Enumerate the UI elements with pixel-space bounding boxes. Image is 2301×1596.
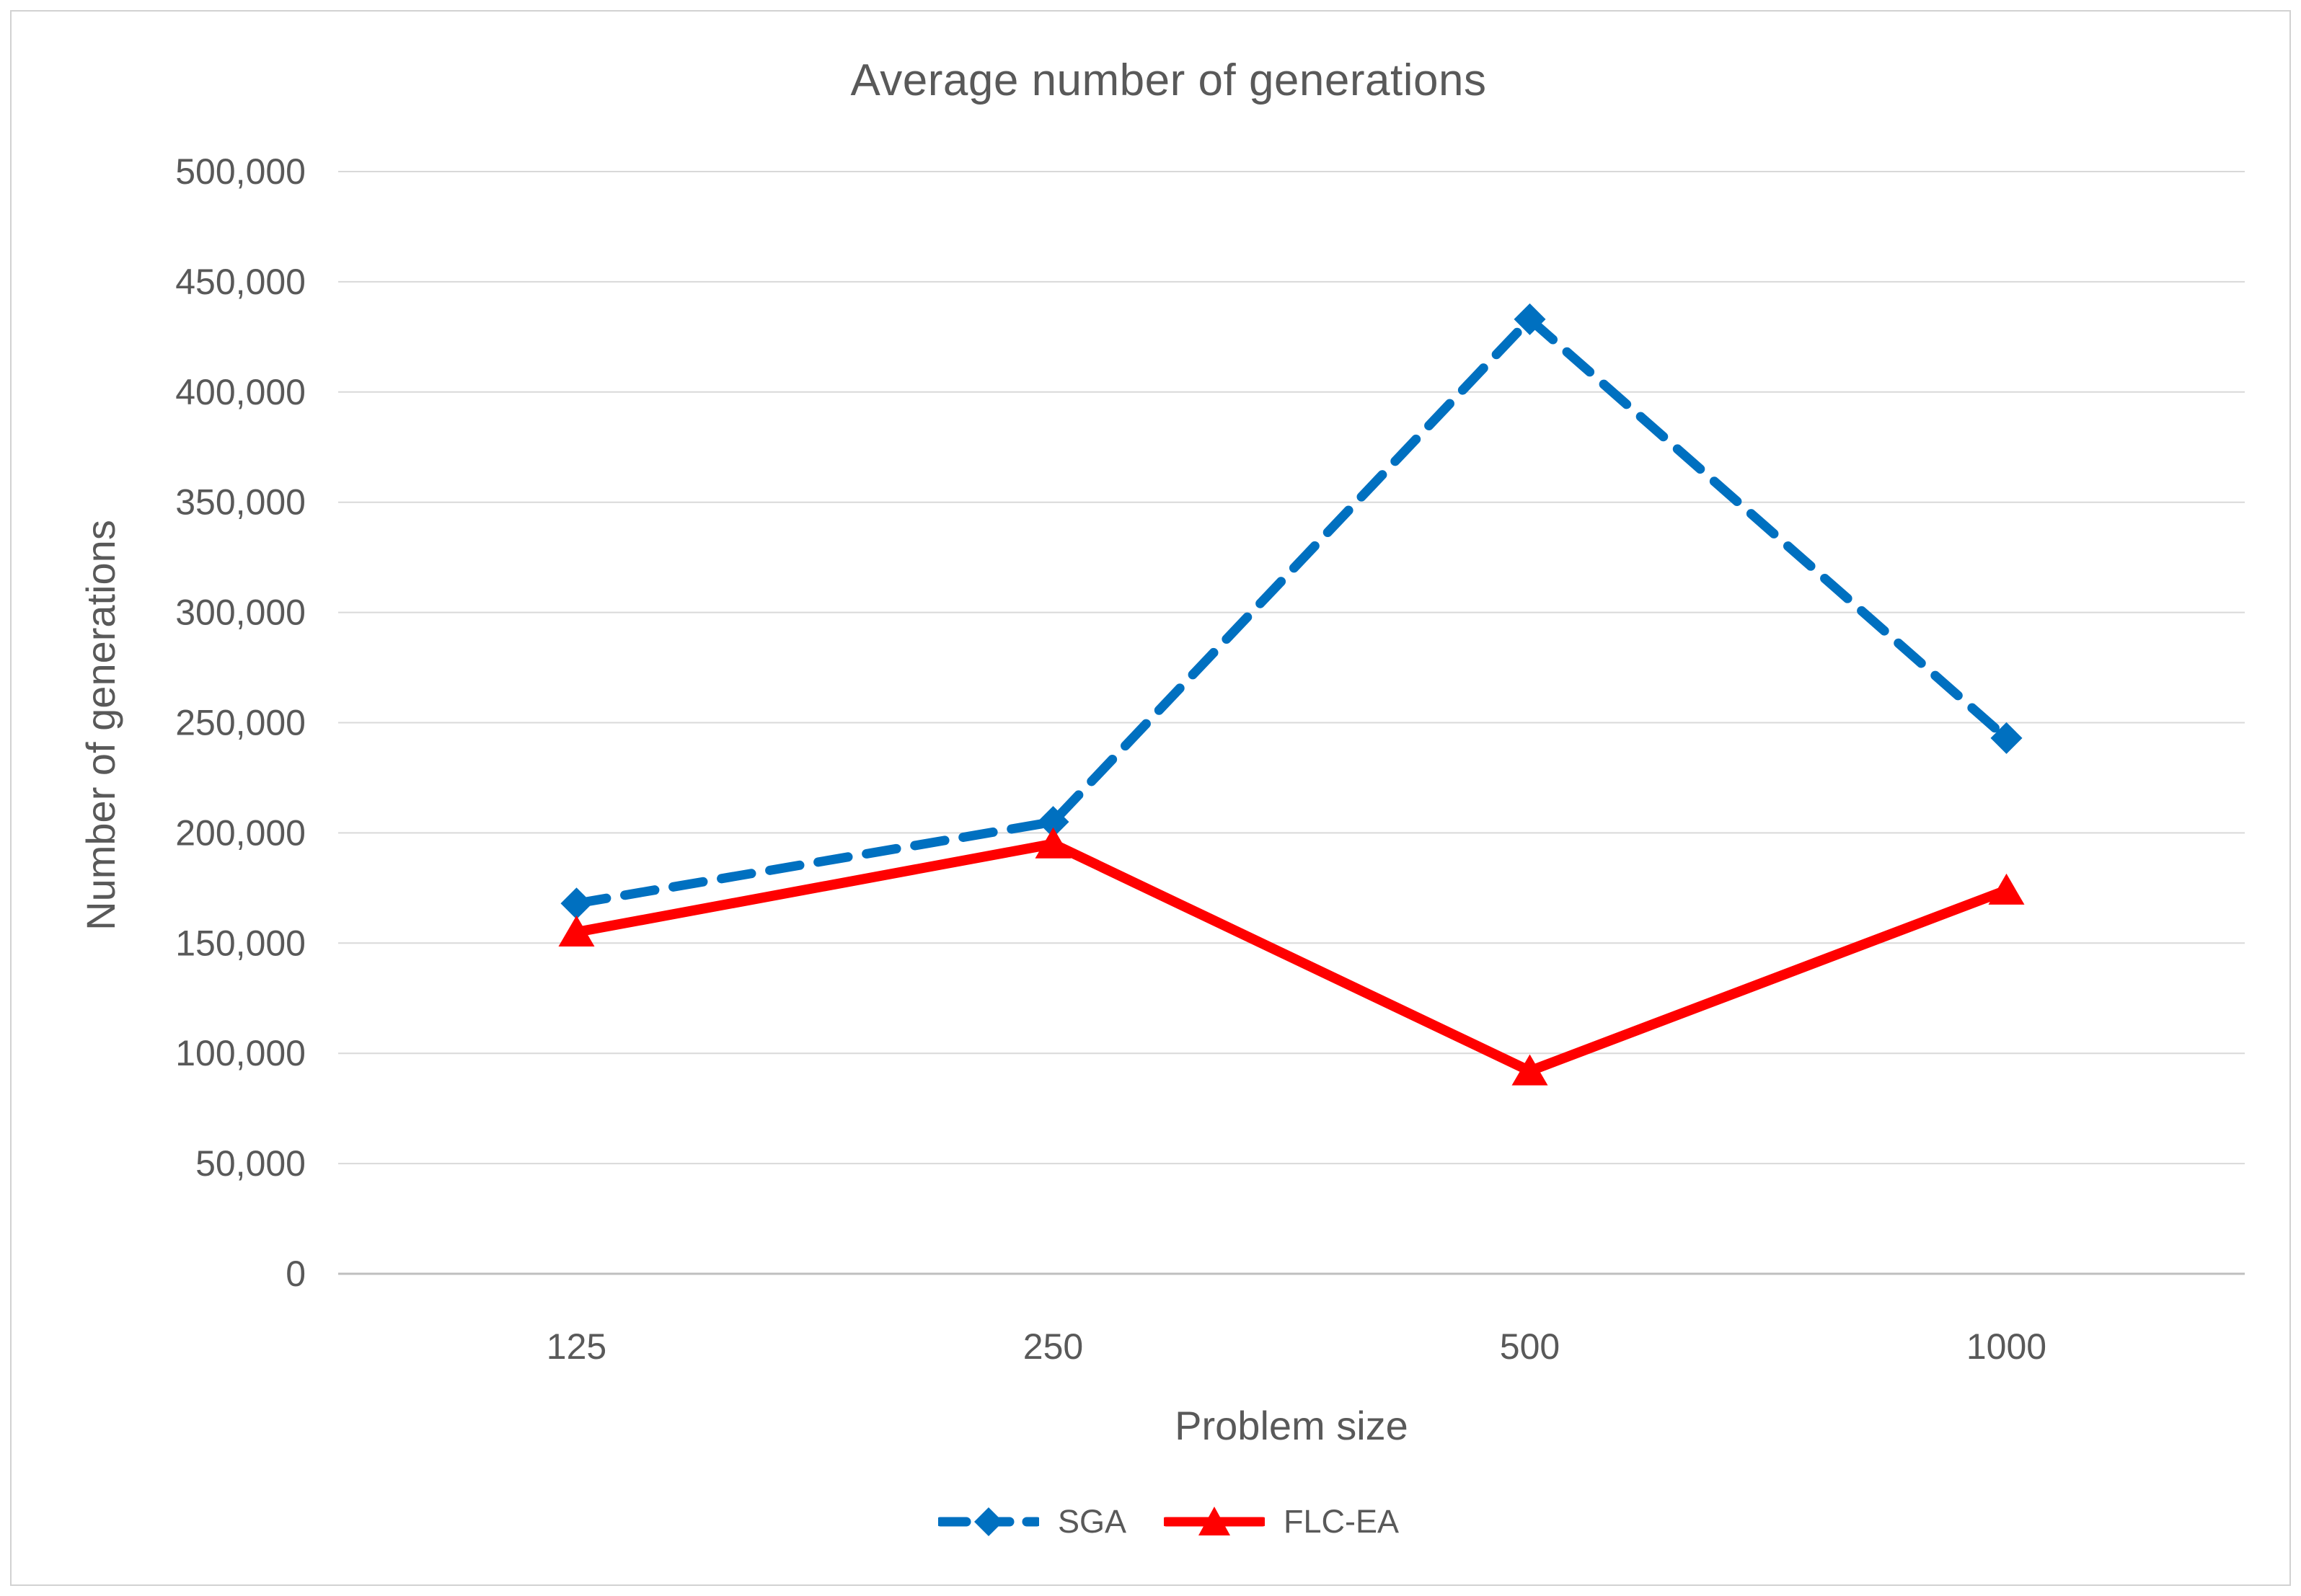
- svg-text:250,000: 250,000: [175, 703, 306, 743]
- svg-text:125: 125: [547, 1326, 606, 1367]
- svg-text:0: 0: [286, 1254, 306, 1294]
- svg-text:200,000: 200,000: [175, 812, 306, 853]
- y-gridlines: [338, 171, 2245, 1275]
- series-sga: [560, 303, 2023, 920]
- series-flc-ea: [558, 827, 2025, 1086]
- sga-legend-label: SGA: [1057, 1503, 1126, 1540]
- svg-text:500,000: 500,000: [175, 151, 306, 192]
- svg-text:350,000: 350,000: [175, 482, 306, 523]
- svg-text:400,000: 400,000: [175, 372, 306, 412]
- figure-border: [10, 10, 2291, 1586]
- svg-text:50,000: 50,000: [195, 1143, 306, 1184]
- x-tick-labels: 125 250 500 1000: [547, 1326, 2046, 1367]
- x-axis-title: Problem size: [1175, 1403, 1408, 1448]
- svg-text:300,000: 300,000: [175, 593, 306, 633]
- legend-item-sga: SGA: [937, 1503, 1126, 1540]
- svg-text:100,000: 100,000: [175, 1033, 306, 1073]
- chart-title: Average number of generations: [850, 56, 1487, 105]
- legend: SGA FLC-EA: [18, 1503, 2301, 1540]
- svg-text:250: 250: [1023, 1326, 1083, 1367]
- svg-text:1000: 1000: [1966, 1326, 2046, 1367]
- svg-text:450,000: 450,000: [175, 262, 306, 302]
- flc-ea-legend-marker: [1164, 1507, 1265, 1535]
- svg-text:500: 500: [1500, 1326, 1560, 1367]
- y-tick-labels: 0 50,000 100,000 150,000 200,000 250,000 300,0…: [175, 151, 306, 1294]
- sga-legend-marker: [937, 1507, 1039, 1536]
- svg-text:150,000: 150,000: [175, 923, 306, 963]
- legend-item-flc-ea: FLC-EA: [1164, 1503, 1399, 1540]
- flc-ea-legend-label: FLC-EA: [1284, 1503, 1400, 1540]
